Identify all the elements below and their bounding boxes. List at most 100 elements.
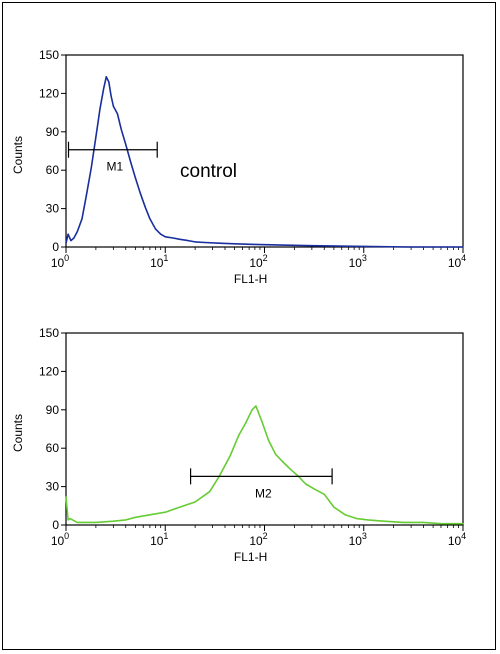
histogram-data-point [440,523,442,525]
histogram-data-point [314,488,316,490]
figure-frame [2,2,496,650]
histogram-data-point [281,460,283,462]
histogram-data-point [333,506,335,508]
histogram-data-point [149,514,151,516]
y-tick-label: 120 [39,364,59,378]
y-axis-title: Counts [11,136,25,174]
histogram-data-point [289,468,291,470]
x-tick-label: 102 [249,531,267,548]
histogram-data-point [139,192,141,194]
histogram-data-point [462,246,464,248]
x-tick-base: 10 [51,256,65,270]
y-tick-label: 60 [46,441,60,455]
control-annotation: control [180,161,237,182]
x-tick-exponent: 1 [163,253,168,263]
y-tick-label: 150 [39,48,59,62]
x-tick-base: 10 [349,256,363,270]
histogram-data-point [179,238,181,240]
histogram-data-point [125,144,127,146]
x-tick-label: 104 [448,531,466,548]
x-tick-exponent: 0 [64,253,69,263]
histogram-data-point [120,128,122,130]
x-tick-exponent: 2 [263,531,268,541]
histogram-data-point [234,243,236,245]
histogram-data-point [164,511,166,513]
histogram-data-point [422,521,425,524]
histogram-data-point [356,518,358,520]
histogram-data-point [323,493,325,495]
histogram-data-point [261,422,263,424]
histogram-data-point [344,514,346,516]
y-tick-label: 30 [46,202,60,216]
histogram-data-point [110,95,112,97]
x-tick-base: 10 [249,256,263,270]
histogram-data-point [218,242,220,244]
histogram-data-point [70,240,72,242]
y-tick-label: 0 [52,518,59,532]
histogram-data-point [144,206,146,208]
histogram-data-point [268,439,270,442]
histogram-data-point [130,161,132,164]
histogram-data-point [67,519,69,521]
gate-label: M1 [107,160,124,174]
histogram-data-point [76,231,78,233]
x-axis-title: FL1-H [234,550,267,564]
y-tick-label: 90 [46,403,60,417]
plot-area-frame [65,54,464,248]
histogram-data-point [305,483,307,485]
y-tick-label: 90 [46,125,60,139]
histogram-data-point [187,240,189,242]
histogram-data-point [172,237,174,239]
histogram-data-point [251,409,253,411]
histogram-data-point [105,76,107,78]
histogram-series-line [65,76,463,248]
histogram-data-point [462,523,464,525]
x-tick-exponent: 2 [263,253,268,263]
histogram-data-point [194,241,196,243]
x-tick-label: 104 [448,253,466,270]
x-tick-label: 101 [150,531,168,548]
histogram-data-point [209,491,211,493]
histogram-data-point [112,520,114,522]
histogram-data-point [402,521,404,524]
histogram-data-point [281,244,283,246]
y-axis-title: Counts [11,414,25,452]
x-tick-label: 101 [150,253,168,270]
histogram-series-line [65,405,463,525]
histogram-data-point [81,218,83,220]
histogram-data-point [204,241,206,244]
x-tick-label: 102 [249,253,267,270]
x-tick-label: 100 [51,253,69,270]
x-tick-exponent: 3 [362,253,367,263]
histogram-data-point [383,520,385,522]
x-tick-base: 10 [150,256,164,270]
histogram-data-point [95,521,97,524]
histogram-data-point [155,228,157,230]
histogram-data-point [238,434,240,436]
x-tick-exponent: 3 [362,531,367,541]
histogram-data-point [76,521,78,524]
histogram-data-point [67,233,69,235]
y-tick-label: 30 [46,480,60,494]
histogram-data-point [95,136,97,138]
histogram-data-point [99,108,101,110]
histogram-data-point [112,105,114,107]
histogram-data-point [108,81,110,83]
histogram-data-point [149,218,151,220]
y-tick-label: 150 [39,326,59,340]
histogram-data-point [229,455,231,457]
histogram-data-point [134,516,136,518]
x-tick-base: 10 [448,256,462,270]
histogram-data-point [245,422,247,424]
x-tick-exponent: 0 [64,531,69,541]
y-tick-label: 120 [39,86,59,100]
histogram-data-point [363,245,365,247]
histogram-data-point [116,113,119,115]
x-axis-title: FL1-H [234,272,267,286]
histogram-data-point [65,242,67,244]
x-tick-base: 10 [150,534,164,548]
histogram-data-point [164,236,166,238]
histogram-data-point [275,454,277,456]
